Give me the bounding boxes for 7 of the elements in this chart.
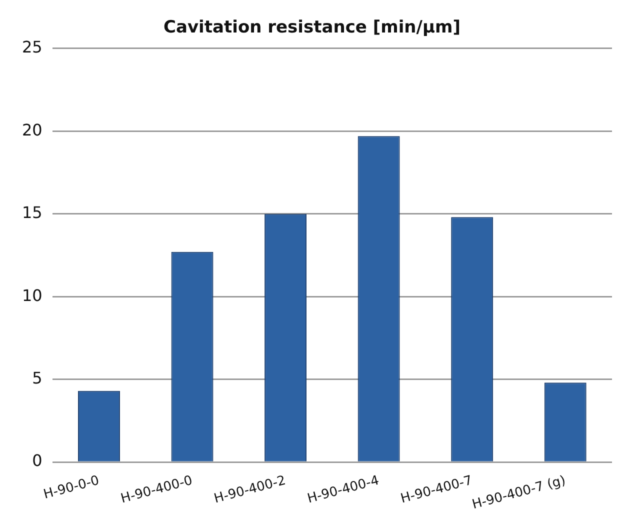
y-tick-label: 5 [32,368,42,388]
y-tick-label: 20 [22,120,42,140]
y-tick-label: 25 [22,38,42,57]
y-tick-label: 10 [22,286,42,305]
chart-title: Cavitation resistance [min/µm] [164,18,460,38]
y-tick-label: 0 [32,451,42,470]
y-tick-label: 15 [22,203,42,222]
